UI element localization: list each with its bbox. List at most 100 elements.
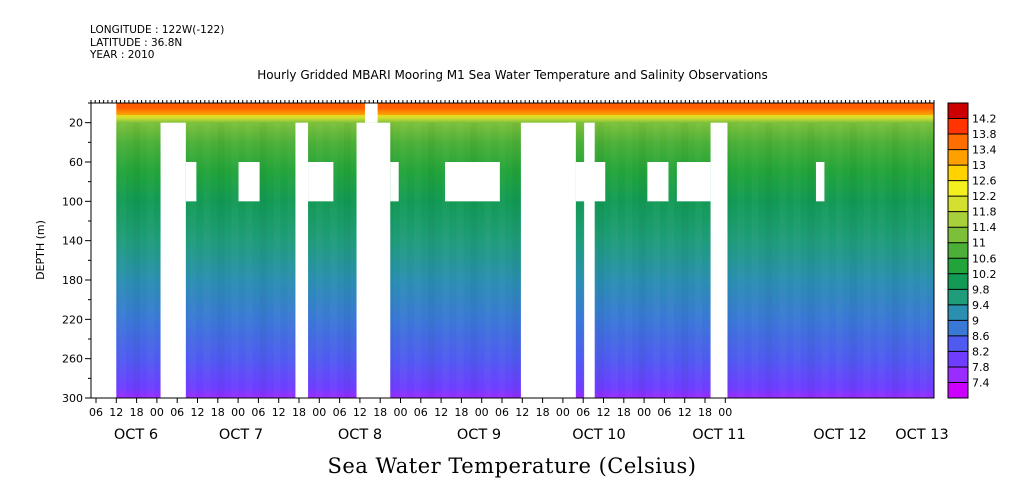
x-hour-label: 18 <box>211 406 225 419</box>
data-gaps <box>91 103 825 399</box>
x-day-label: OCT 11 <box>692 427 745 443</box>
y-tick-label: 140 <box>62 235 83 248</box>
colorbar-bin <box>948 289 968 306</box>
texture-stripe <box>864 123 871 398</box>
colorbar-bin <box>948 273 968 290</box>
colorbar-label: 8.6 <box>972 330 990 343</box>
x-hour-label: 06 <box>657 406 671 419</box>
colorbar-bin <box>948 320 968 337</box>
colorbar-bin <box>948 118 968 135</box>
x-day-label: OCT 12 <box>813 427 866 443</box>
texture-stripe <box>906 123 913 398</box>
texture-stripe <box>892 123 899 398</box>
y-tick-label: 60 <box>69 156 83 169</box>
colorbar-bin <box>948 196 968 213</box>
axes: DEPTH (m) 20 60 100 140 180 220 260 300 06 12 18 00 0… <box>34 100 949 443</box>
colorbar-label: 11 <box>972 237 986 250</box>
y-axis-label: DEPTH (m) <box>34 220 47 280</box>
data-gap <box>390 162 399 202</box>
x-hour-label: 12 <box>515 406 529 419</box>
x-hour-label: 06 <box>495 406 509 419</box>
data-gap <box>160 122 186 399</box>
x-hour-label: 18 <box>130 406 144 419</box>
colorbar-bin <box>948 103 968 120</box>
texture-stripe <box>639 123 646 398</box>
texture-stripe <box>232 123 239 398</box>
texture-stripe <box>400 123 407 398</box>
x-hour-label: 18 <box>454 406 468 419</box>
colorbar: 7.4 7.8 8.2 8.6 9 9.4 9.8 10.2 10.6 11 11.4 11.8 12.… <box>947 102 997 399</box>
data-gap <box>356 122 391 399</box>
texture-stripe <box>850 123 857 398</box>
colorbar-label: 9 <box>972 314 979 327</box>
texture-stripe <box>513 123 520 398</box>
y-tick-label: 20 <box>69 117 83 130</box>
colorbar-bin <box>948 134 968 151</box>
texture-stripe <box>428 123 435 398</box>
x-hour-label: 18 <box>617 406 631 419</box>
texture-stripe <box>737 123 744 398</box>
x-day-label: OCT 13 <box>895 427 948 443</box>
x-hour-label: 18 <box>373 406 387 419</box>
x-hour-label: 06 <box>576 406 590 419</box>
colorbar-label: 11.4 <box>972 221 997 234</box>
y-tick-label: 260 <box>62 353 83 366</box>
x-hour-label: 18 <box>698 406 712 419</box>
texture-stripe <box>414 123 421 398</box>
x-hour-label: 06 <box>170 406 184 419</box>
texture-stripe <box>779 123 786 398</box>
colorbar-label: 13 <box>972 159 986 172</box>
data-gap <box>567 122 576 399</box>
colorbar-label: 13.4 <box>972 144 997 157</box>
colorbar-frame <box>947 102 969 399</box>
colorbar-label: 12.6 <box>972 175 997 188</box>
x-hour-label: 00 <box>718 406 732 419</box>
texture-stripe <box>765 123 772 398</box>
data-gap <box>295 122 309 399</box>
x-hour-label: 12 <box>353 406 367 419</box>
x-hour-label: 00 <box>475 406 489 419</box>
colorbar-bin <box>948 165 968 182</box>
metadata-block: LONGITUDE : 122W(-122) LATITUDE : 36.8N … <box>90 24 224 62</box>
x-hour-label: 00 <box>637 406 651 419</box>
colorbar-label: 10.2 <box>972 268 997 281</box>
texture-stripe <box>133 123 140 398</box>
plot-area <box>91 103 934 398</box>
x-hour-label: 18 <box>536 406 550 419</box>
texture-stripe <box>260 123 267 398</box>
x-hour-label: 06 <box>89 406 103 419</box>
x-hour-label: 00 <box>556 406 570 419</box>
data-gap <box>185 162 197 202</box>
data-gap <box>584 122 595 399</box>
x-day-label: OCT 8 <box>338 427 382 443</box>
x-hour-label: 00 <box>231 406 245 419</box>
x-hour-label: 12 <box>434 406 448 419</box>
x-hour-label: 18 <box>292 406 306 419</box>
texture-stripe <box>920 123 927 398</box>
y-tick-label: 180 <box>62 274 83 287</box>
x-hour-label: 12 <box>597 406 611 419</box>
x-hour-label: 12 <box>272 406 286 419</box>
data-gap <box>308 162 334 202</box>
year-text: YEAR : 2010 <box>90 49 155 61</box>
x-day-label: OCT 10 <box>572 427 625 443</box>
texture-stripe <box>203 123 210 398</box>
texture-stripe <box>878 123 885 398</box>
colorbar-label: 8.2 <box>972 345 990 358</box>
data-gap <box>445 162 500 202</box>
x-hour-label: 06 <box>333 406 347 419</box>
data-gap <box>710 122 728 399</box>
x-hour-label: 06 <box>251 406 265 419</box>
texture-stripe <box>274 123 281 398</box>
x-hour-label: 12 <box>109 406 123 419</box>
colorbar-bin <box>948 149 968 166</box>
data-gap <box>520 122 576 399</box>
texture-stripe <box>344 123 351 398</box>
texture-stripe <box>611 123 618 398</box>
colorbar-label: 9.4 <box>972 299 990 312</box>
colorbar-bin <box>948 227 968 244</box>
surface-warm-band <box>91 103 934 115</box>
data-gap <box>647 162 669 202</box>
colorbar-bin <box>948 335 968 352</box>
